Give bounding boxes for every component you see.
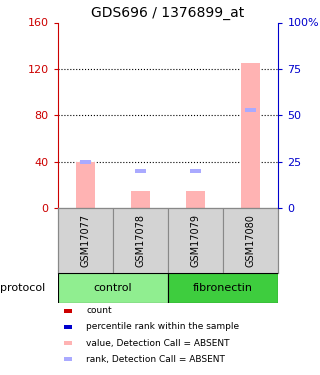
- Text: control: control: [93, 283, 132, 293]
- Bar: [190, 169, 201, 173]
- Bar: [186, 190, 205, 208]
- Text: count: count: [86, 306, 112, 315]
- Text: protocol: protocol: [0, 283, 45, 293]
- Bar: [135, 169, 146, 173]
- Bar: [76, 162, 95, 208]
- Bar: [245, 108, 256, 112]
- Bar: [223, 208, 278, 273]
- Text: GSM17078: GSM17078: [135, 214, 145, 267]
- Bar: [131, 190, 150, 208]
- Text: GSM17079: GSM17079: [191, 214, 201, 267]
- Bar: [64, 325, 72, 329]
- Bar: [58, 273, 168, 303]
- Bar: [64, 341, 72, 345]
- Title: GDS696 / 1376899_at: GDS696 / 1376899_at: [92, 6, 244, 20]
- Bar: [113, 208, 168, 273]
- Text: GSM17077: GSM17077: [80, 214, 90, 267]
- Bar: [168, 273, 278, 303]
- Bar: [80, 160, 91, 164]
- Text: rank, Detection Call = ABSENT: rank, Detection Call = ABSENT: [86, 355, 225, 364]
- Bar: [64, 309, 72, 313]
- Bar: [64, 357, 72, 362]
- Bar: [168, 208, 223, 273]
- Bar: [58, 208, 113, 273]
- Text: GSM17080: GSM17080: [246, 214, 256, 267]
- Text: percentile rank within the sample: percentile rank within the sample: [86, 322, 239, 332]
- Bar: [241, 63, 260, 208]
- Text: value, Detection Call = ABSENT: value, Detection Call = ABSENT: [86, 339, 230, 348]
- Text: fibronectin: fibronectin: [193, 283, 253, 293]
